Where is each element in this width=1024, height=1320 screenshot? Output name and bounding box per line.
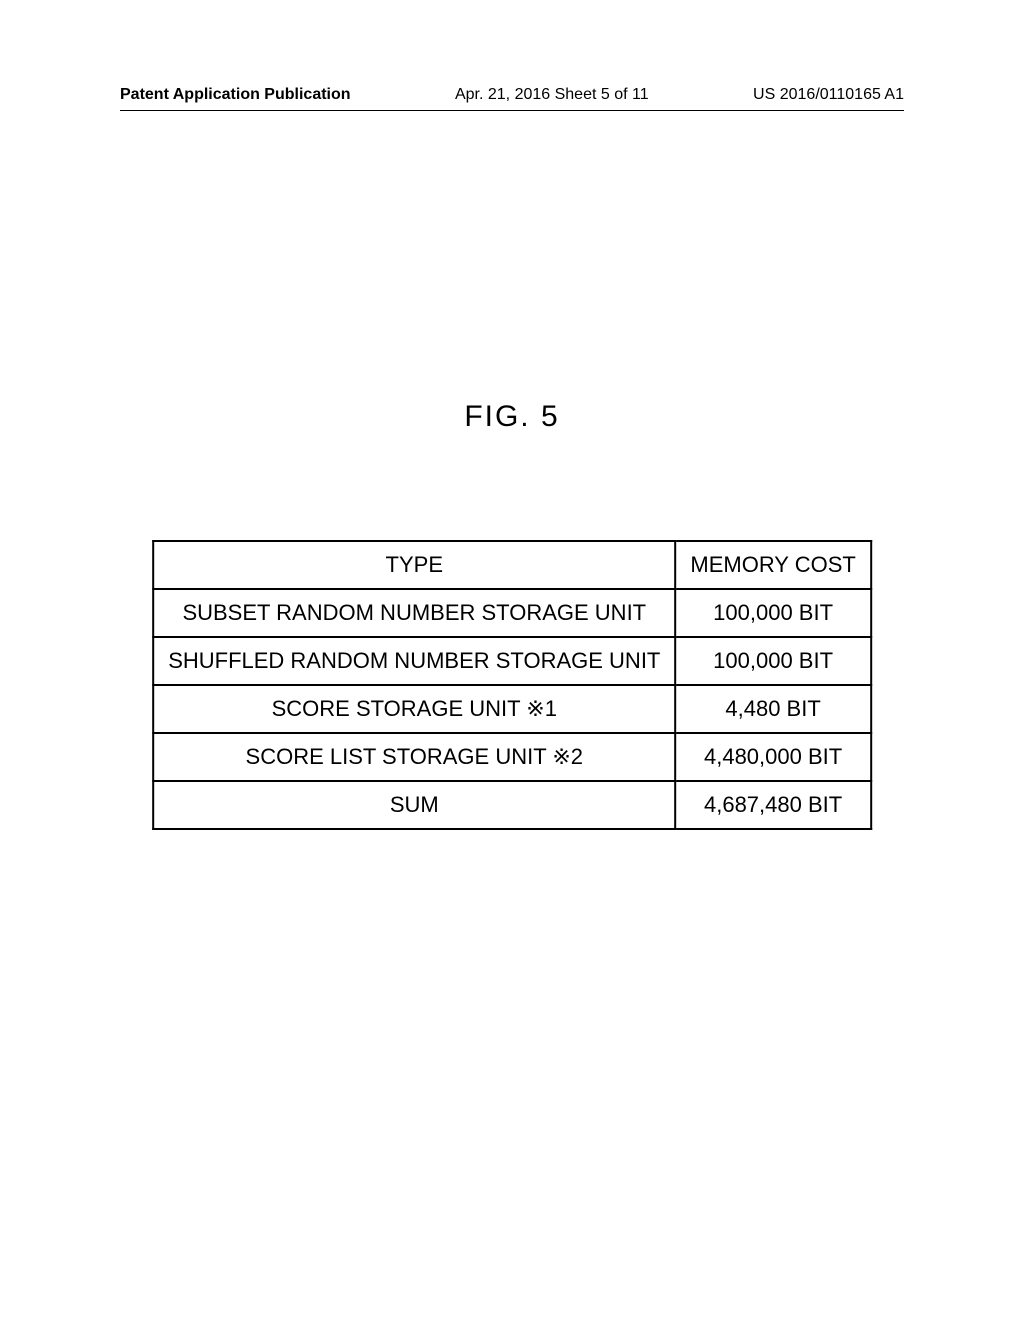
- figure-label: FIG. 5: [0, 400, 1024, 434]
- col-memory-cost: MEMORY COST: [675, 541, 870, 589]
- header-right: US 2016/0110165 A1: [753, 86, 904, 104]
- table-header-row: TYPE MEMORY COST: [153, 541, 871, 589]
- page-header: Patent Application Publication Apr. 21, …: [120, 86, 904, 104]
- cell-value: 4,480,000 BIT: [675, 733, 870, 781]
- cell-value: 4,480 BIT: [675, 685, 870, 733]
- cell-type: SUBSET RANDOM NUMBER STORAGE UNIT: [153, 589, 675, 637]
- table-row: SCORE LIST STORAGE UNIT ※2 4,480,000 BIT: [153, 733, 871, 781]
- cell-type: SCORE STORAGE UNIT ※1: [153, 685, 675, 733]
- cell-value: 4,687,480 BIT: [675, 781, 870, 829]
- col-type: TYPE: [153, 541, 675, 589]
- cell-type: SHUFFLED RANDOM NUMBER STORAGE UNIT: [153, 637, 675, 685]
- header-rule: [120, 110, 904, 111]
- table-row: SUBSET RANDOM NUMBER STORAGE UNIT 100,00…: [153, 589, 871, 637]
- header-center: Apr. 21, 2016 Sheet 5 of 11: [455, 86, 649, 104]
- memory-cost-table-wrap: TYPE MEMORY COST SUBSET RANDOM NUMBER ST…: [152, 540, 872, 830]
- cell-type: SCORE LIST STORAGE UNIT ※2: [153, 733, 675, 781]
- table-row: SHUFFLED RANDOM NUMBER STORAGE UNIT 100,…: [153, 637, 871, 685]
- table-row: SCORE STORAGE UNIT ※1 4,480 BIT: [153, 685, 871, 733]
- table-row: SUM 4,687,480 BIT: [153, 781, 871, 829]
- memory-cost-table: TYPE MEMORY COST SUBSET RANDOM NUMBER ST…: [152, 540, 872, 830]
- cell-value: 100,000 BIT: [675, 589, 870, 637]
- patent-page: Patent Application Publication Apr. 21, …: [0, 0, 1024, 1320]
- header-left: Patent Application Publication: [120, 86, 351, 104]
- cell-type: SUM: [153, 781, 675, 829]
- cell-value: 100,000 BIT: [675, 637, 870, 685]
